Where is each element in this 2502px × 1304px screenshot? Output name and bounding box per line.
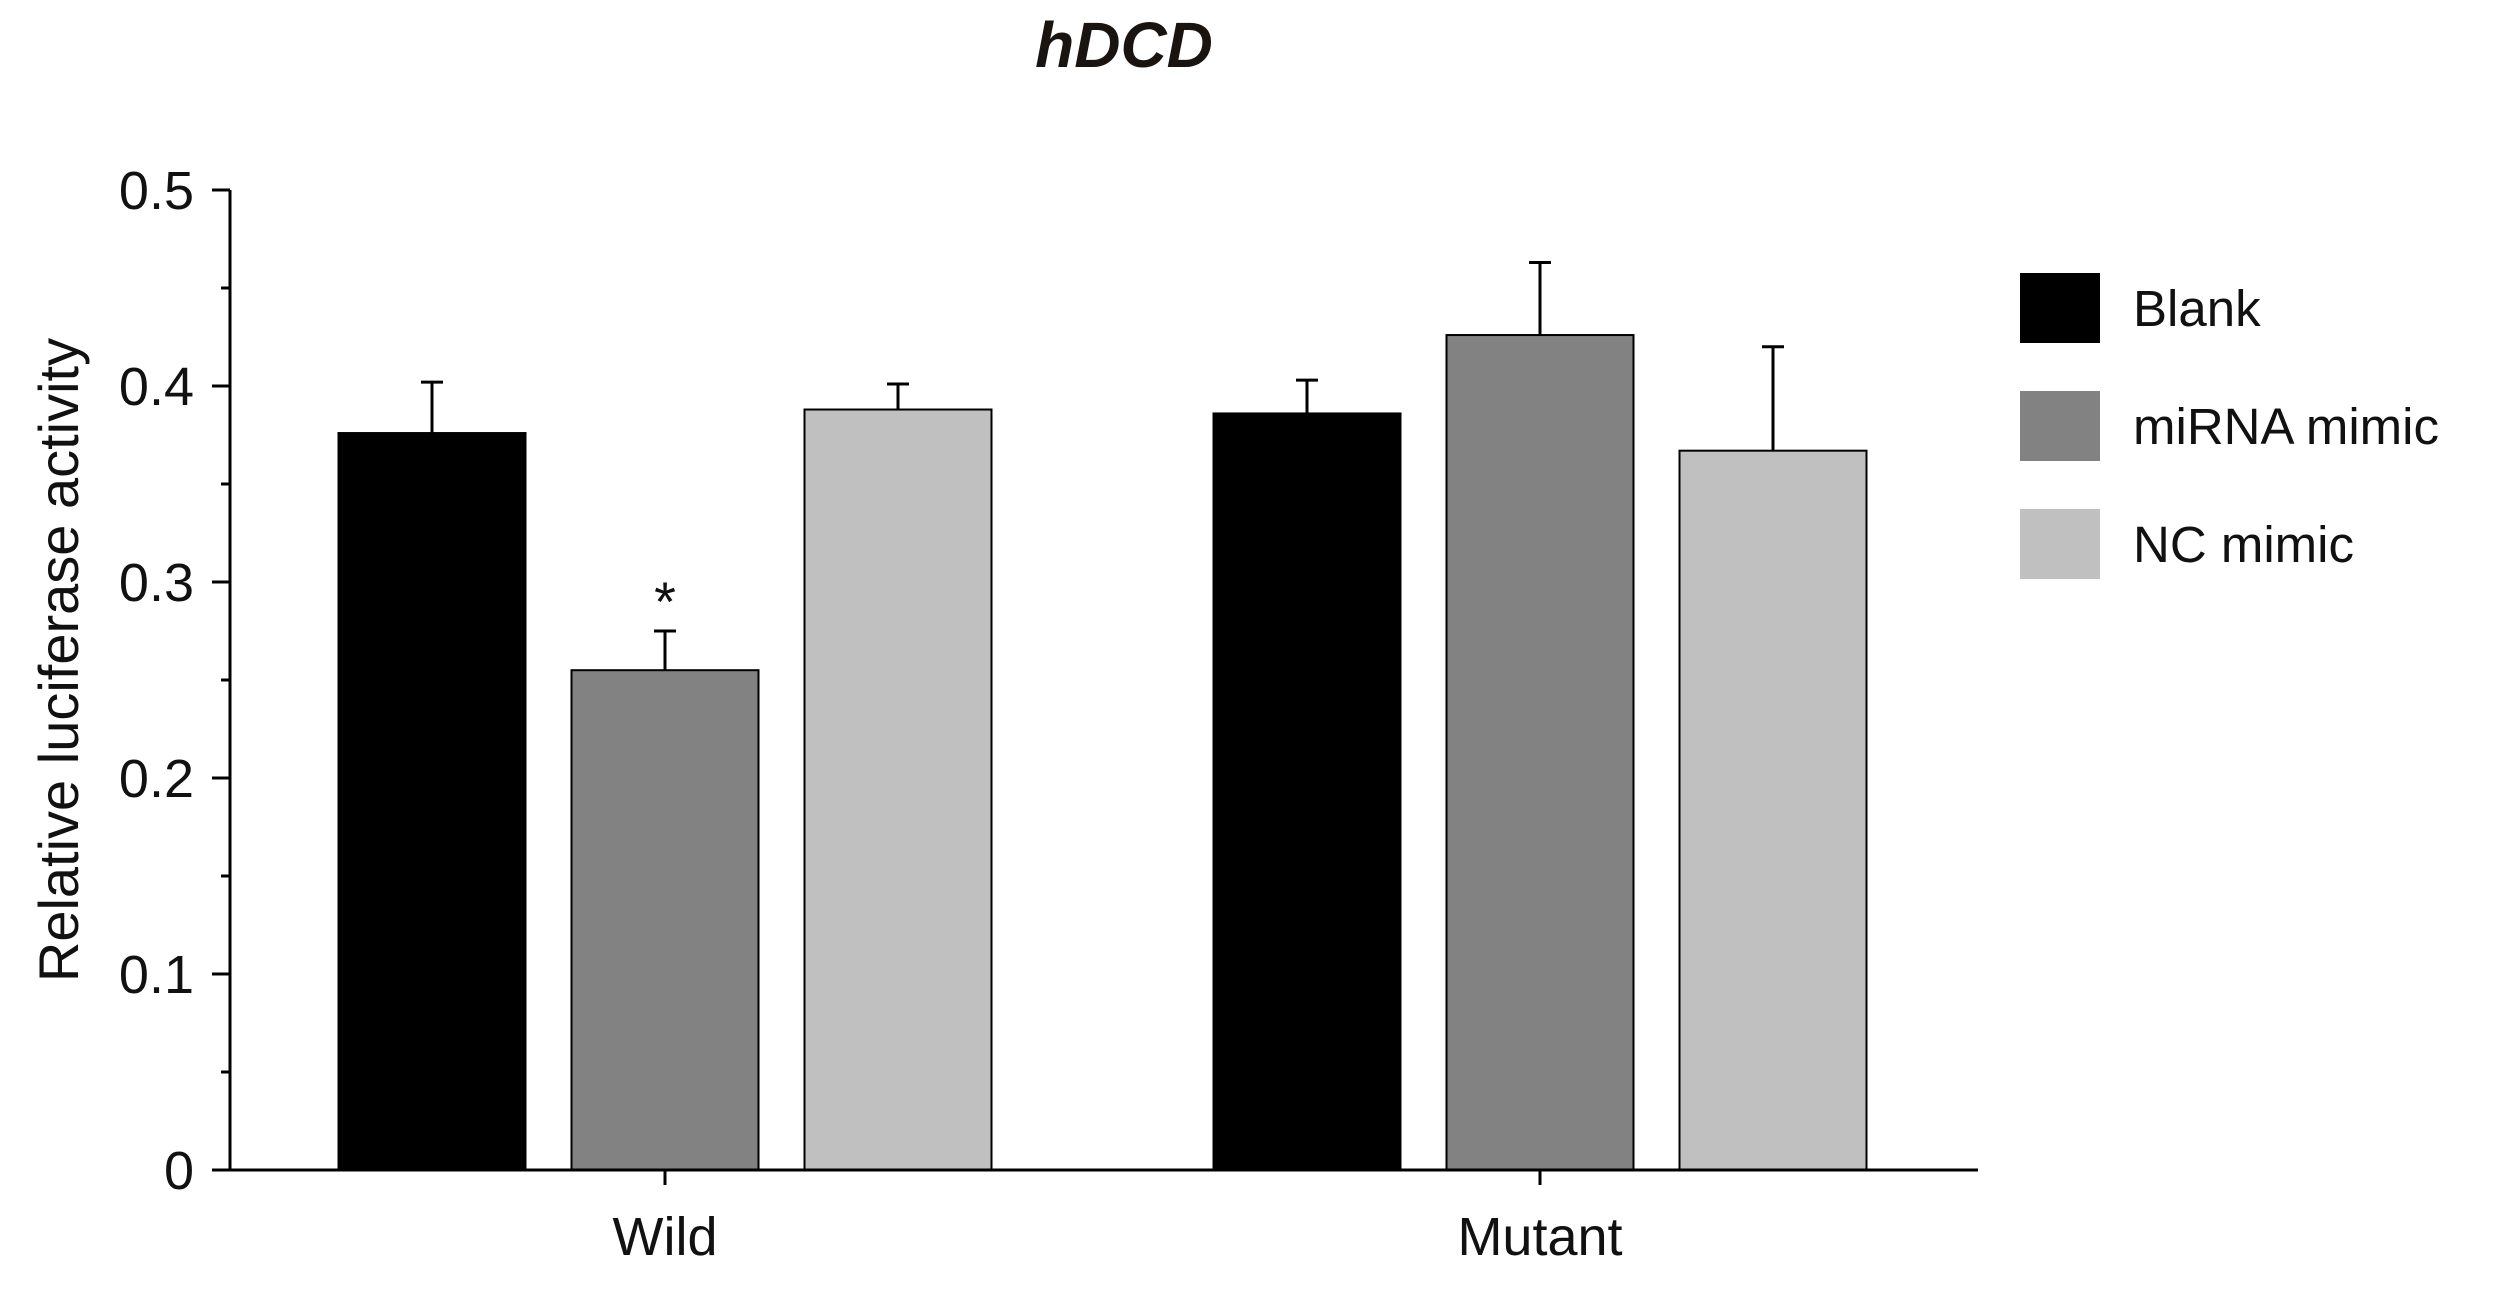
chart-title: hDCD <box>1035 9 1213 81</box>
x-tick-label-mutant: Mutant <box>1457 1207 1622 1267</box>
axes: 0 0.1 0.2 0.3 0.4 0.5 Wild Mutant <box>119 161 1978 1267</box>
x-tick-label-wild: Wild <box>613 1207 718 1267</box>
bar-wild-blank <box>337 432 527 1172</box>
legend-swatch-nc-mimic <box>2020 509 2100 579</box>
y-axis-title: Relative luciferase activity <box>27 338 90 982</box>
legend-label-blank: Blank <box>2133 280 2261 337</box>
significance-marker: * <box>654 570 676 633</box>
bar-mutant-blank <box>1212 412 1402 1171</box>
legend-label-mirna-mimic: miRNA mimic <box>2133 398 2439 455</box>
legend: Blank miRNA mimic NC mimic <box>2020 273 2439 579</box>
y-tick-label: 0.2 <box>119 749 194 809</box>
legend-swatch-blank <box>2020 273 2100 343</box>
legend-label-nc-mimic: NC mimic <box>2133 516 2354 573</box>
plot-area: * <box>337 261 1868 1172</box>
bar-wild-nc-mimic <box>803 408 993 1171</box>
y-tick-label: 0.4 <box>119 357 194 417</box>
bar-mutant-mirna-mimic <box>1445 334 1635 1172</box>
y-tick-label: 0.5 <box>119 161 194 221</box>
y-tick-label: 0.3 <box>119 553 194 613</box>
y-tick-label: 0 <box>164 1141 194 1201</box>
bar-mutant-nc-mimic <box>1678 449 1868 1171</box>
y-tick-label: 0.1 <box>119 945 194 1005</box>
legend-swatch-mirna-mimic <box>2020 391 2100 461</box>
bar-wild-mirna-mimic <box>570 669 760 1171</box>
